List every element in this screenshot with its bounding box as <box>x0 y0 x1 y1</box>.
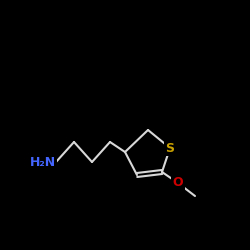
Text: S: S <box>166 142 174 154</box>
Text: O: O <box>173 176 183 190</box>
Text: H₂N: H₂N <box>30 156 56 168</box>
